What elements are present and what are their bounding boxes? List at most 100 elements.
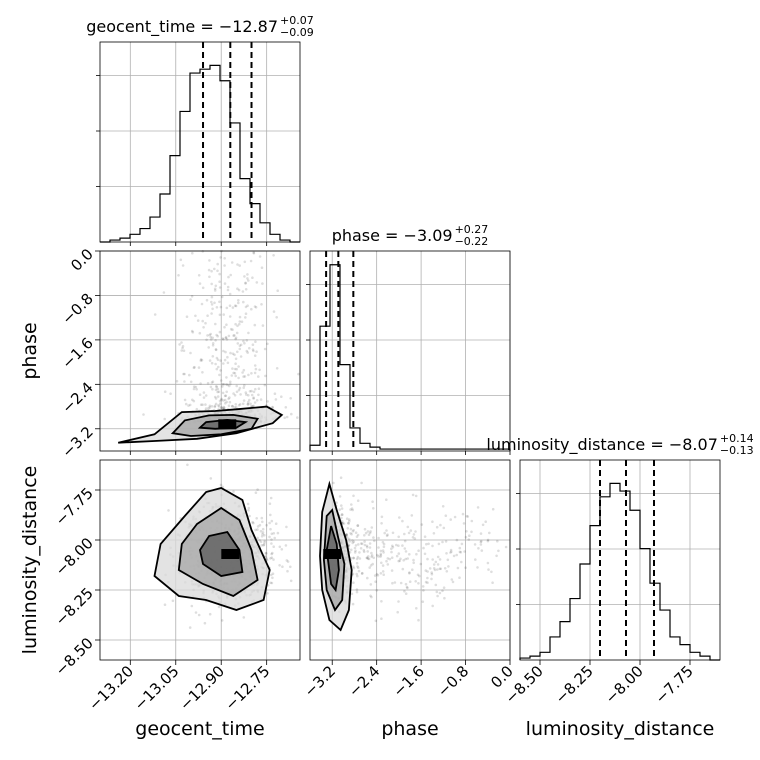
sample-point xyxy=(235,384,238,388)
sample-point xyxy=(237,376,240,380)
sample-point xyxy=(442,526,446,530)
sample-point xyxy=(427,542,430,546)
sample-point xyxy=(229,273,232,277)
sample-point xyxy=(252,397,255,400)
sample-point xyxy=(199,382,202,385)
sample-point xyxy=(252,521,255,525)
sample-point xyxy=(238,264,241,267)
sample-point xyxy=(213,301,216,305)
sample-point xyxy=(198,282,202,285)
sample-point xyxy=(236,263,239,266)
sample-point xyxy=(222,406,226,410)
sample-point xyxy=(346,527,350,530)
sample-point xyxy=(347,537,351,541)
sample-point xyxy=(257,375,260,378)
sample-point xyxy=(401,519,404,523)
sample-point xyxy=(381,564,385,567)
sample-point xyxy=(181,264,185,267)
sample-point xyxy=(476,566,479,569)
sample-point xyxy=(473,543,477,546)
sample-point xyxy=(355,588,359,591)
sample-point xyxy=(248,346,251,350)
y-tick-label-luminosity_distance: −8.00 xyxy=(52,534,97,579)
sample-point xyxy=(181,344,185,348)
sample-point xyxy=(265,523,268,527)
sample-point xyxy=(228,396,231,399)
sample-point xyxy=(453,515,457,519)
sample-point xyxy=(249,259,253,263)
sample-point xyxy=(415,607,418,610)
sample-point xyxy=(404,582,408,586)
sample-point xyxy=(269,581,272,585)
sample-point xyxy=(243,260,247,264)
sample-point xyxy=(366,576,369,580)
panel-frame xyxy=(99,41,301,243)
sample-point xyxy=(210,295,214,299)
sample-point xyxy=(442,586,446,589)
sample-point xyxy=(207,346,210,349)
sample-point xyxy=(443,567,447,570)
sample-point xyxy=(215,306,219,309)
sample-point xyxy=(412,533,416,536)
sample-point xyxy=(363,540,366,543)
sample-point xyxy=(382,542,386,546)
sample-point xyxy=(366,557,370,561)
sample-point xyxy=(359,547,363,550)
sample-point xyxy=(253,323,257,327)
sample-point xyxy=(351,602,355,606)
sample-point xyxy=(260,535,264,538)
sample-point xyxy=(351,541,355,545)
sample-point xyxy=(211,355,215,358)
sample-point xyxy=(214,397,218,400)
sample-point xyxy=(208,612,212,616)
panel-frame xyxy=(309,459,511,661)
sample-point xyxy=(354,531,358,534)
title-main: geocent_time = −12.87 xyxy=(86,17,278,37)
sample-point xyxy=(403,539,407,543)
sample-point xyxy=(211,344,215,347)
sample-point xyxy=(237,301,240,305)
sample-point xyxy=(217,605,221,609)
x-tick-label-phase: −3.2 xyxy=(301,662,339,700)
sample-point xyxy=(142,413,145,416)
sample-point xyxy=(397,600,400,603)
sample-point xyxy=(258,539,262,542)
sample-point xyxy=(189,351,192,355)
sample-point xyxy=(191,251,194,255)
sample-point xyxy=(228,292,232,296)
sample-point xyxy=(225,383,228,386)
sample-point xyxy=(263,383,267,387)
sample-point xyxy=(406,557,410,560)
sample-point xyxy=(210,361,214,365)
sample-point xyxy=(214,348,218,351)
sample-point xyxy=(186,463,189,467)
title-sub: −0.22 xyxy=(455,235,489,248)
sample-point xyxy=(439,567,443,571)
sample-point xyxy=(474,558,477,561)
sample-point xyxy=(370,551,373,555)
sample-point xyxy=(480,549,484,552)
sample-point xyxy=(256,525,260,528)
sample-point xyxy=(206,314,209,318)
sample-point xyxy=(220,398,223,402)
sample-point xyxy=(266,400,269,403)
sample-point xyxy=(273,392,277,396)
sample-point xyxy=(399,581,403,585)
sample-point xyxy=(231,404,234,408)
sample-point xyxy=(381,570,385,573)
sample-point xyxy=(232,334,235,337)
sample-point xyxy=(423,552,427,556)
sample-point xyxy=(265,557,269,560)
sample-point xyxy=(219,256,222,259)
sample-point xyxy=(338,508,342,512)
sample-point xyxy=(340,513,344,516)
sample-point xyxy=(256,528,259,531)
sample-point xyxy=(234,336,238,340)
sample-point xyxy=(210,269,213,273)
sample-point xyxy=(253,401,257,404)
sample-point xyxy=(215,385,218,388)
sample-point xyxy=(262,543,265,547)
sample-point xyxy=(424,569,428,572)
sample-point xyxy=(247,373,250,377)
